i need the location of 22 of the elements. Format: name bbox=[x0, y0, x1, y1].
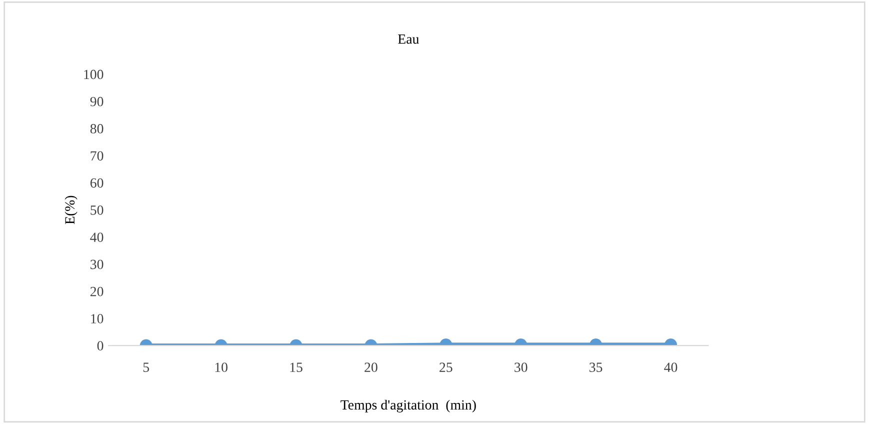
x-tick-label: 30 bbox=[514, 362, 528, 372]
y-tick-label: 40 bbox=[90, 232, 104, 242]
y-tick-label: 30 bbox=[90, 260, 104, 270]
y-tick-label: 60 bbox=[90, 178, 104, 188]
y-tick-label: 90 bbox=[90, 96, 104, 106]
y-tick-label: 70 bbox=[90, 151, 104, 161]
x-tick-label: 40 bbox=[664, 362, 678, 372]
x-tick-label: 15 bbox=[290, 362, 302, 372]
x-tick-label: 20 bbox=[364, 362, 378, 372]
y-tick-label: 80 bbox=[90, 124, 104, 134]
x-tick-label: 35 bbox=[590, 362, 602, 372]
x-tick-label: 25 bbox=[440, 362, 452, 372]
y-tick-label: 0 bbox=[97, 341, 104, 351]
y-axis-title: E(%) bbox=[64, 196, 78, 224]
x-tick-label: 10 bbox=[215, 362, 228, 372]
y-tick-label: 20 bbox=[90, 286, 104, 296]
y-tick-label: 50 bbox=[90, 205, 104, 215]
y-tick-label: 10 bbox=[91, 314, 104, 324]
chart-title: Eau bbox=[398, 34, 419, 44]
x-tick-label: 5 bbox=[143, 362, 150, 372]
y-tick-label: 100 bbox=[84, 70, 104, 80]
x-axis-title: Temps d'agitation (min) bbox=[340, 400, 476, 412]
